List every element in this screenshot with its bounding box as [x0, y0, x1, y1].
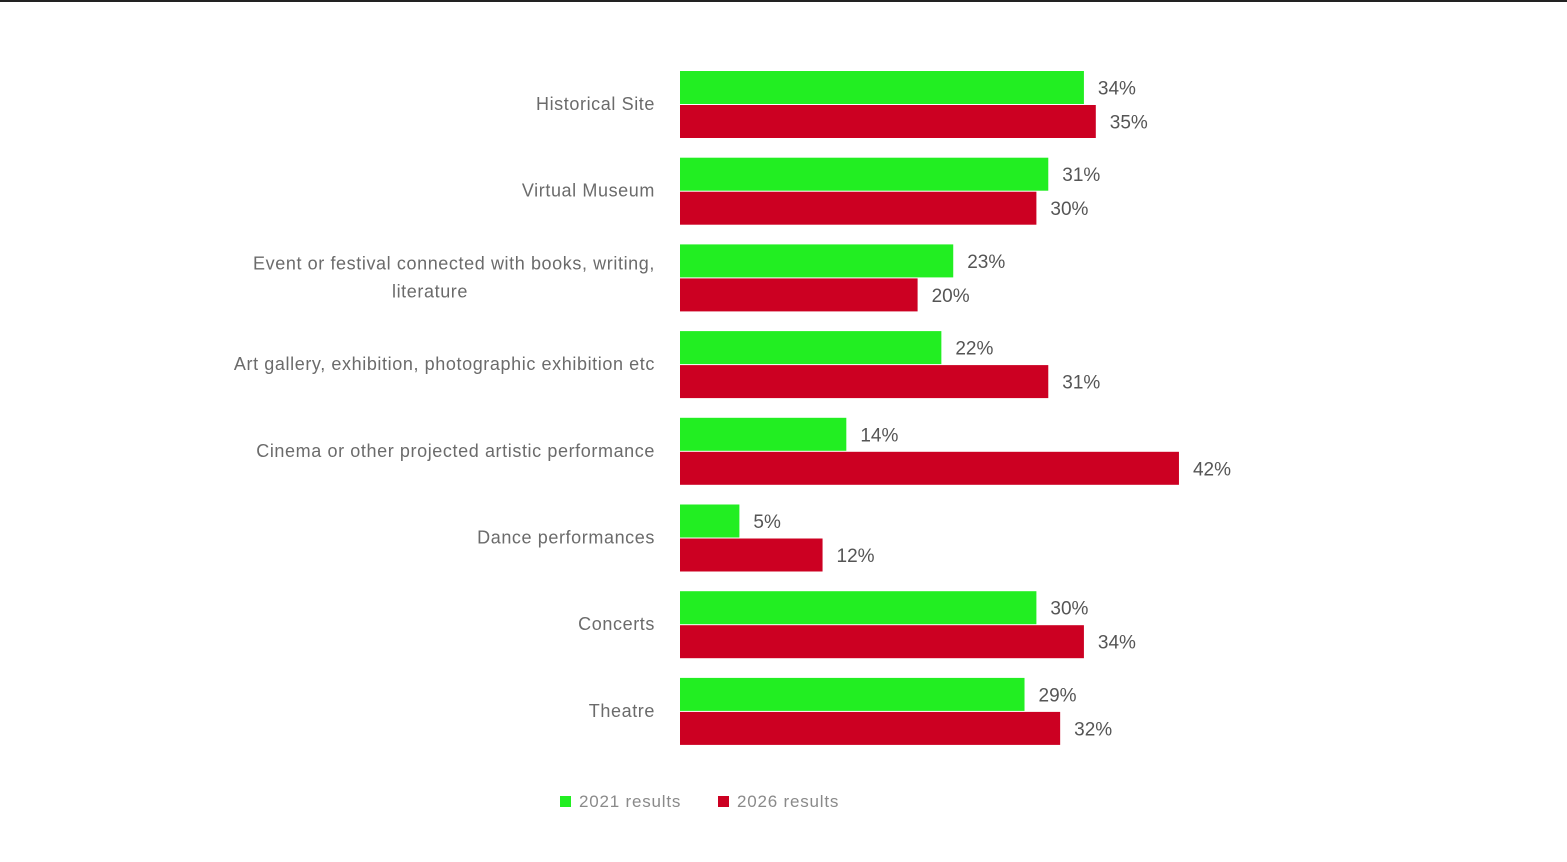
data-label: 30%: [1050, 199, 1088, 220]
legend-swatch: [560, 796, 571, 807]
category-label: Theatre: [589, 701, 655, 721]
data-label: 31%: [1062, 373, 1100, 394]
data-label: 14%: [860, 425, 898, 446]
category-label: Cinema or other projected artistic perfo…: [256, 441, 655, 461]
data-label: 35%: [1110, 113, 1148, 134]
bar-2021: [680, 677, 1025, 711]
top-border: [0, 0, 1567, 2]
legend-label: 2026 results: [737, 792, 839, 811]
category-label: Dance performances: [477, 528, 655, 548]
bar-2021: [680, 504, 740, 538]
bar-2021: [680, 244, 954, 278]
data-label: 20%: [932, 286, 970, 307]
data-label: 23%: [967, 252, 1005, 273]
data-label: 42%: [1193, 459, 1231, 480]
bar-2021: [680, 591, 1037, 625]
category-label: Event or festival connected with books, …: [253, 253, 655, 273]
category-label: Art gallery, exhibition, photographic ex…: [234, 354, 655, 374]
bar-2026: [680, 625, 1084, 659]
data-label: 32%: [1074, 719, 1112, 740]
bar-2026: [680, 278, 918, 312]
legend-label: 2021 results: [579, 792, 681, 811]
data-label: 29%: [1039, 685, 1077, 706]
category-label: Virtual Museum: [522, 181, 655, 201]
category-label: Historical Site: [536, 94, 655, 114]
bar-2026: [680, 538, 823, 572]
bar-2021: [680, 331, 942, 365]
bar-2026: [680, 365, 1049, 399]
data-label: 22%: [955, 339, 993, 360]
bar-2026: [680, 711, 1061, 745]
bar-2026: [680, 191, 1037, 225]
category-label: literature: [392, 281, 468, 301]
bar-2021: [680, 71, 1084, 104]
bar-2021: [680, 157, 1049, 191]
data-label: 34%: [1098, 633, 1136, 654]
data-label: 12%: [837, 546, 875, 567]
data-label: 34%: [1098, 79, 1136, 100]
bar-2021: [680, 417, 847, 451]
data-label: 5%: [753, 512, 781, 533]
bar-2026: [680, 451, 1179, 485]
legend-swatch: [718, 796, 729, 807]
data-label: 30%: [1050, 599, 1088, 620]
data-label: 31%: [1062, 165, 1100, 186]
category-label: Concerts: [578, 614, 655, 634]
bar-2026: [680, 105, 1096, 138]
